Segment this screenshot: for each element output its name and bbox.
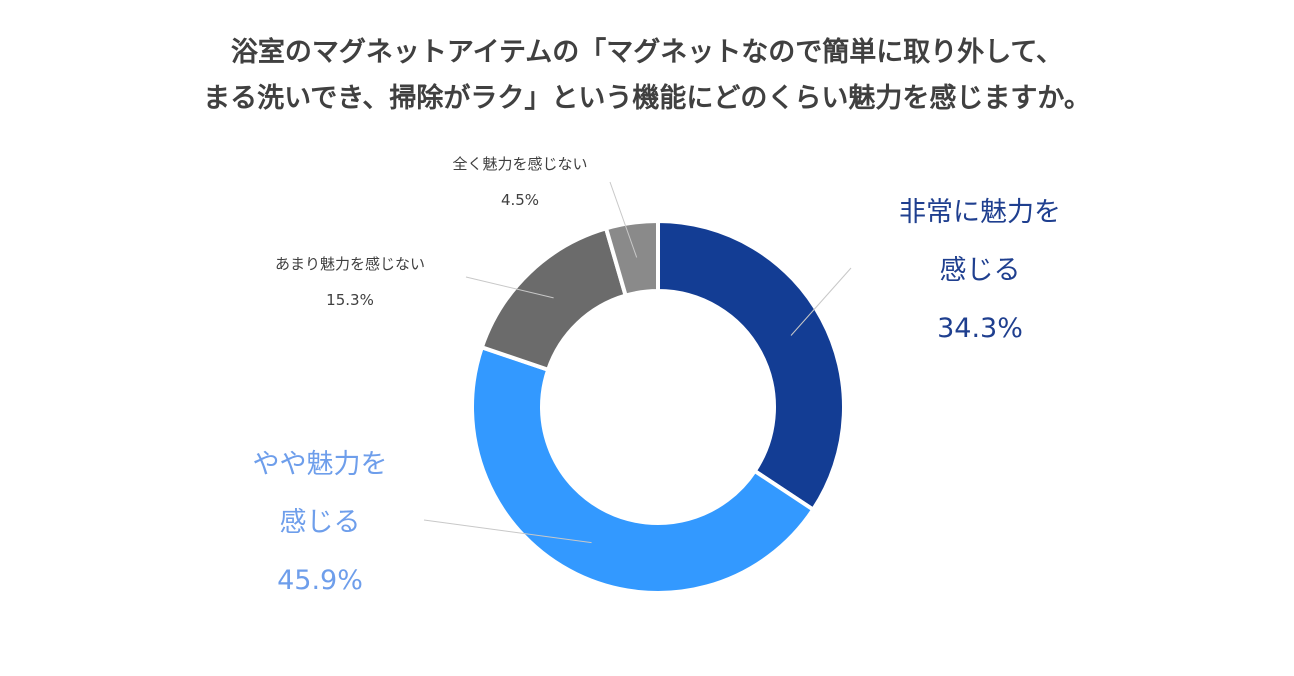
leader-lines <box>423 181 852 544</box>
leader-line-not-at-all <box>609 181 638 258</box>
slice-somewhat <box>470 344 816 595</box>
slice-value-not-much: 15.3% <box>326 291 374 309</box>
donut-slices <box>470 218 846 595</box>
slice-label-very-line-1: 非常に魅力を <box>899 197 1061 228</box>
slice-label-not-much-line-1: あまり魅力を感じない <box>274 255 425 273</box>
slice-label-somewhat-line-1: やや魅力を <box>252 449 388 480</box>
chart-title-line-2: まる洗いでき、掃除がラク」という機能にどのくらい魅力を感じますか。 <box>203 83 1091 114</box>
slice-value-very: 34.3% <box>937 313 1023 344</box>
slice-very <box>656 218 846 513</box>
slice-label-very: 非常に魅力を 感じる 34.3% <box>820 184 1140 358</box>
slice-label-not-at-all: 全く魅力を感じない 4.5% <box>400 146 640 218</box>
chart-title: 浴室のマグネットアイテムの「マグネットなので簡単に取り外して、 まる洗いでき、掃… <box>0 30 1294 122</box>
slice-label-somewhat: やや魅力を 感じる 45.9% <box>160 436 480 610</box>
chart-title-line-1: 浴室のマグネットアイテムの「マグネットなので簡単に取り外して、 <box>230 37 1064 68</box>
slice-label-very-line-2: 感じる <box>939 255 1021 286</box>
slice-label-somewhat-line-2: 感じる <box>279 507 361 538</box>
slice-label-not-at-all-line-1: 全く魅力を感じない <box>452 155 588 173</box>
slice-not-at-all <box>603 218 660 299</box>
slice-value-somewhat: 45.9% <box>277 565 363 596</box>
slice-value-not-at-all: 4.5% <box>500 191 540 209</box>
slice-not-much <box>479 225 629 373</box>
leader-line-somewhat <box>423 519 592 544</box>
slice-label-not-much: あまり魅力を感じない 15.3% <box>220 246 480 318</box>
leader-line-very <box>790 267 852 336</box>
leader-line-not-much <box>465 276 554 299</box>
